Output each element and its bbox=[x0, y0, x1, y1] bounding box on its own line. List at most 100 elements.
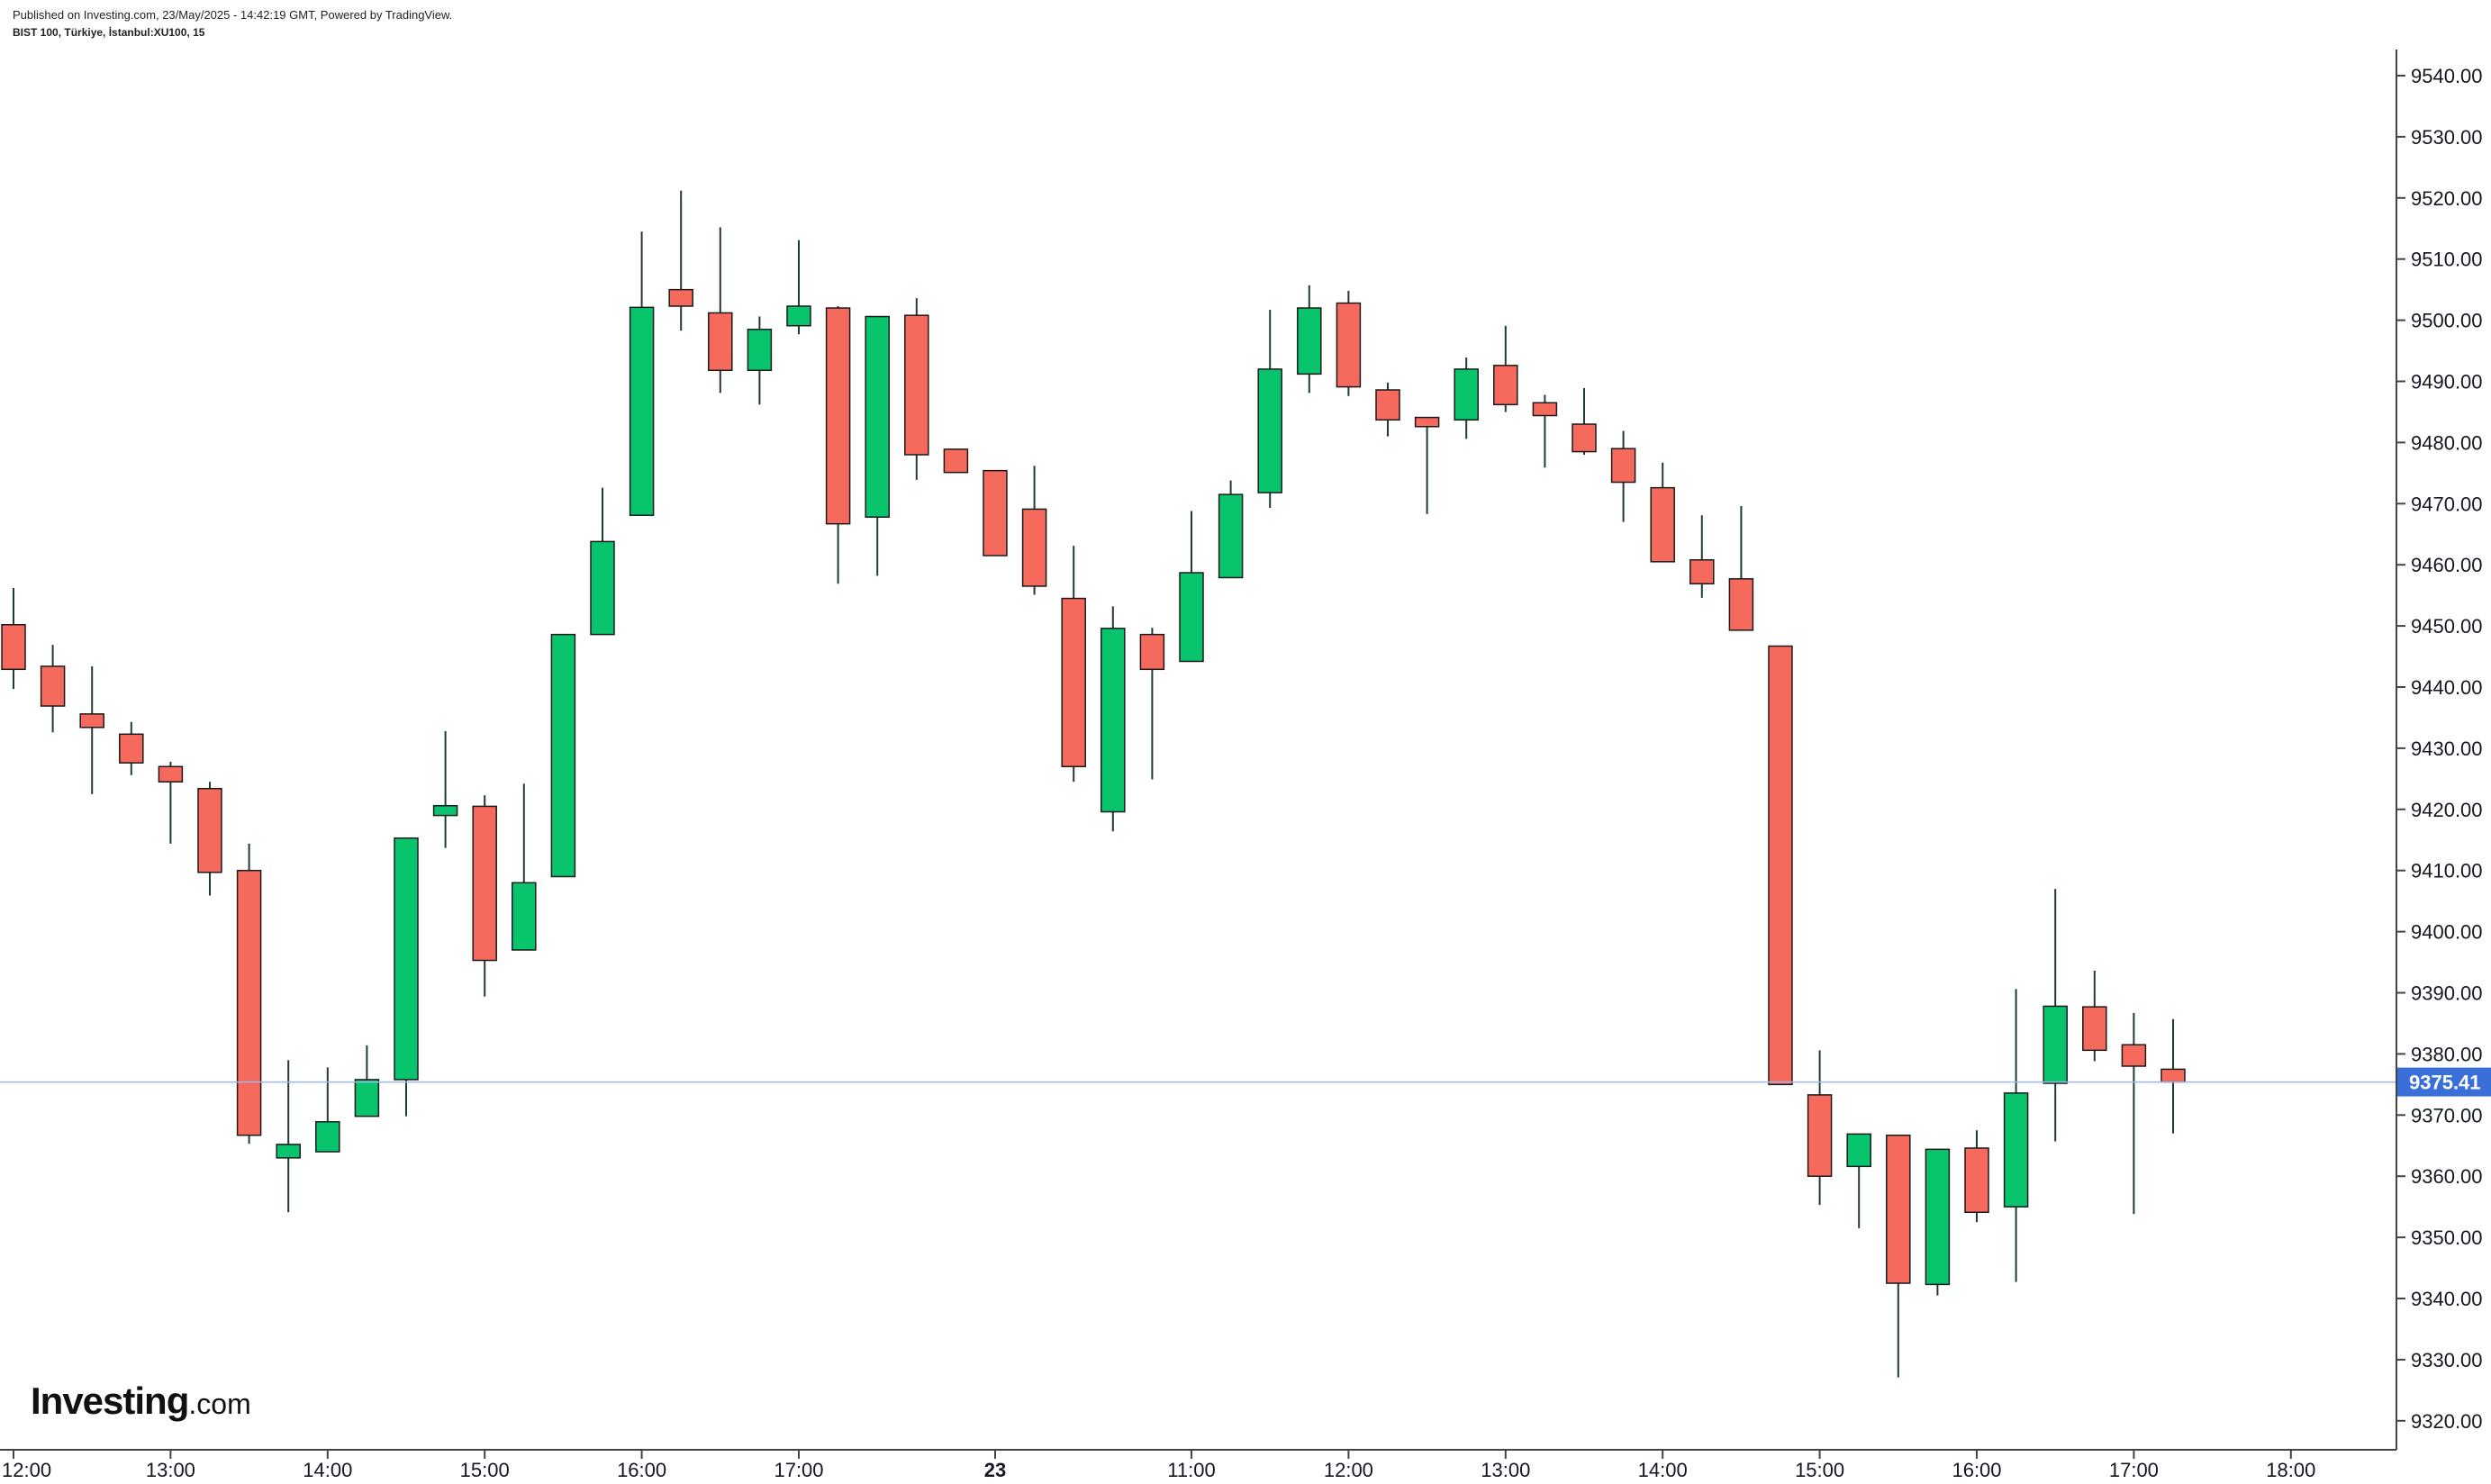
candle-body-down bbox=[2121, 1044, 2147, 1067]
candle bbox=[629, 231, 655, 516]
candle bbox=[1297, 285, 1322, 394]
candle-body-down bbox=[79, 713, 104, 728]
candle bbox=[786, 240, 811, 335]
candle bbox=[432, 730, 458, 848]
candle-body-up bbox=[786, 305, 811, 327]
candle-body-down bbox=[1, 623, 26, 671]
candle bbox=[1021, 466, 1047, 595]
candle-body-down bbox=[825, 307, 851, 525]
candle-body-up bbox=[2003, 1092, 2029, 1208]
y-tick-label: 9530.00 bbox=[2411, 126, 2483, 149]
candle-body-down bbox=[40, 665, 66, 707]
y-tick-label: 9480.00 bbox=[2411, 431, 2483, 454]
candle bbox=[315, 1067, 340, 1153]
candle bbox=[1964, 1130, 1989, 1223]
candle bbox=[2003, 989, 2029, 1282]
y-tick-label: 9500.00 bbox=[2411, 310, 2483, 332]
candle bbox=[1179, 511, 1204, 663]
candle-body-up bbox=[1179, 572, 1204, 663]
y-tick-label: 9320.00 bbox=[2411, 1410, 2483, 1433]
x-tick-label: 11:00 bbox=[1167, 1459, 1215, 1481]
price-badge-label: 9375.41 bbox=[2409, 1072, 2481, 1094]
candle-body-down bbox=[1728, 578, 1754, 631]
candle bbox=[1139, 628, 1165, 780]
candle-body-down bbox=[2082, 1006, 2107, 1052]
candle bbox=[747, 316, 773, 405]
logo-tld: .com bbox=[188, 1388, 251, 1420]
candles-layer bbox=[1, 190, 2186, 1378]
candle-body-down bbox=[1139, 633, 1165, 671]
candle-body-down bbox=[668, 288, 693, 307]
candle bbox=[276, 1060, 301, 1213]
candle bbox=[236, 843, 262, 1145]
candle bbox=[590, 487, 615, 636]
x-tick-label: 13:00 bbox=[1481, 1459, 1530, 1481]
candle-body-up bbox=[629, 306, 655, 516]
candle bbox=[79, 665, 104, 794]
candle bbox=[865, 315, 890, 576]
candle-body-down bbox=[1886, 1134, 1911, 1284]
candle bbox=[1101, 606, 1126, 832]
candle-body-down bbox=[943, 448, 969, 474]
candle-body-down bbox=[1572, 423, 1597, 453]
candle-body-up bbox=[432, 804, 458, 817]
y-tick-label: 9350.00 bbox=[2411, 1226, 2483, 1249]
x-tick-label: 17:00 bbox=[2109, 1459, 2159, 1481]
candle bbox=[2043, 889, 2068, 1142]
candle-body-down bbox=[1336, 302, 1362, 388]
x-axis[interactable]: 12:00 13:00 14:00 15:00 16:00 17:00 23 11:00 12:… bbox=[2, 1450, 2315, 1481]
x-tick-label: 14:00 bbox=[303, 1459, 352, 1481]
candle bbox=[40, 645, 66, 733]
candle-body-down bbox=[1964, 1147, 1989, 1214]
candle bbox=[1768, 645, 1793, 1086]
candle-body-up bbox=[1257, 368, 1282, 493]
x-tick-label: 12:00 bbox=[2, 1459, 51, 1481]
y-tick-label: 9540.00 bbox=[2411, 65, 2483, 87]
candle-body-down bbox=[197, 787, 222, 873]
candle-body-down bbox=[2160, 1068, 2186, 1083]
candle-body-up bbox=[1454, 368, 1479, 421]
price-badge-bg bbox=[2397, 1067, 2491, 1097]
y-tick-label: 9430.00 bbox=[2411, 737, 2483, 760]
y-tick-label: 9520.00 bbox=[2411, 187, 2483, 210]
candle-body-down bbox=[1493, 365, 1518, 406]
candle bbox=[1218, 480, 1244, 579]
candle-body-down bbox=[1768, 645, 1793, 1086]
candle-body-down bbox=[1610, 448, 1636, 484]
candle-body-down bbox=[1061, 597, 1086, 768]
candle bbox=[1728, 506, 1754, 631]
logo-wordmark: Investing bbox=[31, 1380, 189, 1422]
candle-body-up bbox=[276, 1144, 301, 1159]
candle-body-down bbox=[236, 869, 262, 1136]
y-tick-label: 9490.00 bbox=[2411, 371, 2483, 394]
candle bbox=[904, 298, 929, 480]
y-tick-label: 9510.00 bbox=[2411, 249, 2483, 271]
x-tick-label: 13:00 bbox=[146, 1459, 195, 1481]
candle bbox=[550, 633, 576, 878]
candle bbox=[668, 190, 693, 331]
x-tick-label: 15:00 bbox=[1795, 1459, 1844, 1481]
y-tick-label: 9460.00 bbox=[2411, 554, 2483, 576]
x-tick-label: 16:00 bbox=[1952, 1459, 2001, 1481]
x-tick-label: 23 bbox=[984, 1459, 1006, 1481]
y-tick-label: 9370.00 bbox=[2411, 1104, 2483, 1127]
candle bbox=[1807, 1050, 1833, 1206]
candle-body-up bbox=[315, 1121, 340, 1153]
candle bbox=[1336, 291, 1362, 396]
candle bbox=[1257, 310, 1282, 509]
y-tick-label: 9400.00 bbox=[2411, 921, 2483, 944]
candle bbox=[708, 227, 733, 394]
candle bbox=[1061, 546, 1086, 783]
y-axis[interactable]: 9320.00 9330.00 9340.00 9350.00 9360.00 9370.… bbox=[2396, 65, 2483, 1433]
candle bbox=[512, 783, 537, 951]
candle-body-up bbox=[1218, 493, 1244, 579]
candle bbox=[1454, 357, 1479, 439]
candle-body-up bbox=[512, 882, 537, 951]
candle-body-down bbox=[1375, 389, 1400, 421]
candle bbox=[2082, 971, 2107, 1062]
x-tick-label: 12:00 bbox=[1324, 1459, 1373, 1481]
candle-body-up bbox=[394, 837, 419, 1081]
y-tick-label: 9340.00 bbox=[2411, 1288, 2483, 1310]
x-tick-label: 14:00 bbox=[1638, 1459, 1688, 1481]
